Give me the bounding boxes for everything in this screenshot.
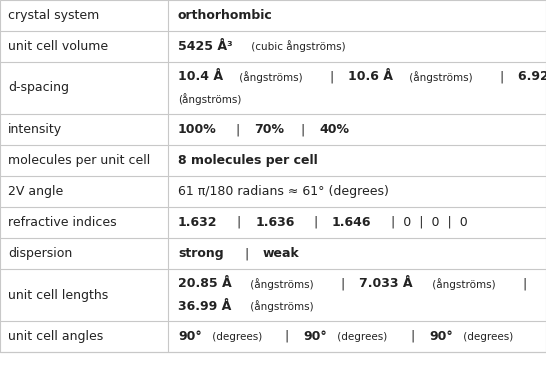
- Text: unit cell lengths: unit cell lengths: [8, 289, 108, 302]
- Text: 2V angle: 2V angle: [8, 185, 63, 198]
- Text: 90°: 90°: [429, 330, 453, 343]
- Text: 6.92 Å: 6.92 Å: [519, 70, 546, 83]
- Text: (ångströms): (ångströms): [236, 71, 303, 83]
- Text: 1.632: 1.632: [178, 216, 217, 229]
- Text: (cubic ångströms): (cubic ångströms): [248, 41, 346, 53]
- Text: (ångströms): (ångströms): [429, 278, 495, 290]
- Text: |: |: [277, 330, 298, 343]
- Text: d-spacing: d-spacing: [8, 81, 69, 94]
- Text: 7.033 Å: 7.033 Å: [359, 277, 413, 290]
- Text: |: |: [492, 70, 513, 83]
- Text: |: |: [403, 330, 423, 343]
- Text: |: |: [293, 123, 313, 136]
- Text: orthorhombic: orthorhombic: [178, 9, 273, 22]
- Text: strong: strong: [178, 247, 224, 260]
- Text: (ångströms): (ångströms): [247, 300, 313, 312]
- Text: (ångströms): (ångströms): [406, 71, 473, 83]
- Text: 70%: 70%: [254, 123, 284, 136]
- Text: |  0  |  0  |  0: | 0 | 0 | 0: [383, 216, 468, 229]
- Text: |: |: [515, 277, 527, 290]
- Text: |: |: [237, 247, 257, 260]
- Text: 90°: 90°: [178, 330, 202, 343]
- Text: (degrees): (degrees): [460, 332, 513, 342]
- Text: |: |: [333, 277, 354, 290]
- Text: 1.646: 1.646: [332, 216, 371, 229]
- Text: intensity: intensity: [8, 123, 62, 136]
- Text: |: |: [229, 216, 249, 229]
- Text: 10.4 Å: 10.4 Å: [178, 70, 223, 83]
- Text: unit cell volume: unit cell volume: [8, 40, 108, 53]
- Text: 36.99 Å: 36.99 Å: [178, 300, 232, 313]
- Text: |: |: [306, 216, 326, 229]
- Text: weak: weak: [263, 247, 300, 260]
- Text: 90°: 90°: [304, 330, 327, 343]
- Text: refractive indices: refractive indices: [8, 216, 117, 229]
- Text: molecules per unit cell: molecules per unit cell: [8, 154, 150, 167]
- Text: 40%: 40%: [319, 123, 349, 136]
- Text: dispersion: dispersion: [8, 247, 72, 260]
- Text: (degrees): (degrees): [209, 332, 262, 342]
- Text: 100%: 100%: [178, 123, 217, 136]
- Text: 20.85 Å: 20.85 Å: [178, 277, 232, 290]
- Text: 5425 Å³: 5425 Å³: [178, 40, 233, 53]
- Text: |: |: [322, 70, 342, 83]
- Text: 61 π/180 radians ≈ 61° (degrees): 61 π/180 radians ≈ 61° (degrees): [178, 185, 389, 198]
- Text: |: |: [228, 123, 248, 136]
- Text: crystal system: crystal system: [8, 9, 99, 22]
- Text: (ångströms): (ångströms): [178, 93, 241, 105]
- Text: unit cell angles: unit cell angles: [8, 330, 103, 343]
- Text: 10.6 Å: 10.6 Å: [348, 70, 393, 83]
- Text: (ångströms): (ångströms): [247, 278, 314, 290]
- Text: (degrees): (degrees): [334, 332, 387, 342]
- Text: 1.636: 1.636: [255, 216, 294, 229]
- Text: 8 molecules per cell: 8 molecules per cell: [178, 154, 318, 167]
